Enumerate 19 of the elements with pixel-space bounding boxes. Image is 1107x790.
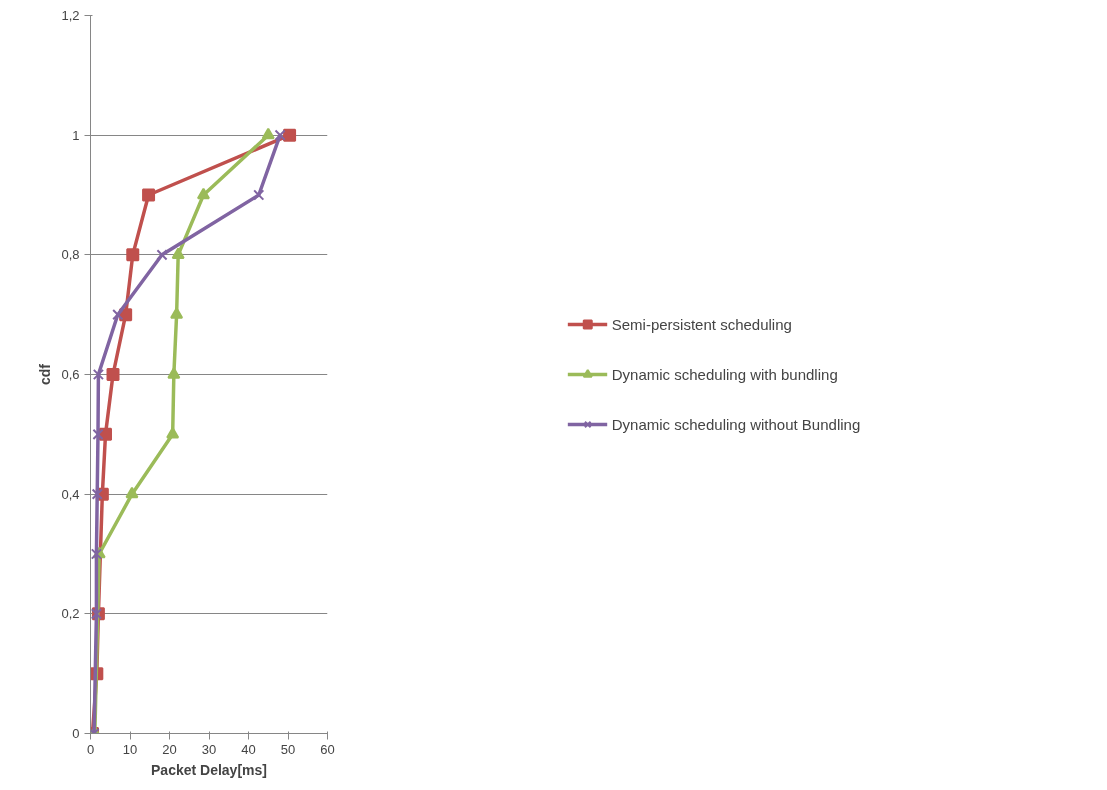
y-axis-title: cdf — [37, 363, 54, 385]
x-tick-label: 60 — [320, 741, 335, 757]
y-tick-label: 1,2 — [61, 8, 80, 23]
x-tick-label: 30 — [201, 741, 217, 757]
y-tick-label: 1 — [72, 127, 80, 143]
x-tick-label: 10 — [122, 741, 138, 757]
x-tick-label: 40 — [241, 741, 256, 757]
legend-label: Dynamic scheduling without Bundling — [611, 415, 861, 433]
x-tick-label: 0 — [86, 741, 95, 757]
x-axis-title: Packet Delay[ms] — [151, 761, 267, 778]
y-tick-label: 0,6 — [61, 367, 80, 382]
y-tick-label: 0,8 — [61, 247, 80, 263]
y-tick-label: 0,2 — [61, 606, 80, 622]
legend-label: Semi-persistent scheduling — [611, 315, 792, 333]
y-tick-label: 0,4 — [61, 486, 80, 502]
x-tick-label: 50 — [280, 741, 296, 757]
legend-label: Dynamic scheduling with bundling — [611, 365, 838, 383]
y-tick-label: 0 — [72, 726, 80, 741]
x-tick-label: 20 — [162, 741, 177, 757]
